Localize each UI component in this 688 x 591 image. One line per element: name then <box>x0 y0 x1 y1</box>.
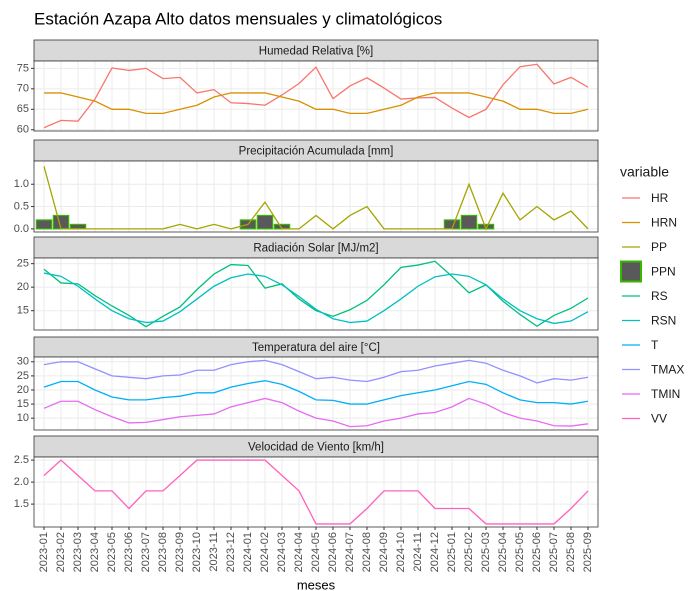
x-tick-label: 2024-05 <box>310 532 322 572</box>
x-tick-label: 2023-09 <box>174 532 186 572</box>
y-tick-label: 15 <box>17 305 29 317</box>
line <box>44 92 589 115</box>
x-tick-label: 2023-06 <box>123 532 135 572</box>
legend-label: RS <box>651 289 668 303</box>
line <box>43 272 589 325</box>
panel-border <box>33 257 599 331</box>
y-tick-label: 2.5 <box>14 454 29 466</box>
legend-label: PPN <box>651 265 676 279</box>
x-tick-label: 2025-01 <box>446 532 458 572</box>
legend-label: RSN <box>651 314 676 328</box>
strip-label: Humedad Relativa [%] <box>259 46 373 58</box>
x-tick-label: 2025-06 <box>531 532 543 572</box>
x-tick-label: 2025-09 <box>582 532 594 572</box>
strip-label: Radiación Solar [MJ/m2] <box>253 243 378 255</box>
legend-title: variable <box>620 164 669 180</box>
legend-label: HR <box>651 191 669 205</box>
x-tick-label: 2023-11 <box>208 532 220 572</box>
x-tick-label: 2024-03 <box>276 532 288 572</box>
x-tick-label: 2023-02 <box>55 532 67 572</box>
x-tick-label: 2025-03 <box>480 532 492 572</box>
y-tick-label: 30 <box>17 356 29 368</box>
x-tick-label: 2023-04 <box>89 532 101 572</box>
y-tick-label: 1.5 <box>14 498 29 510</box>
line <box>43 380 589 405</box>
y-tick-label: 60 <box>17 124 29 136</box>
bar <box>69 223 87 230</box>
x-tick-label: 2024-07 <box>344 532 356 572</box>
x-tick-label: 2024-08 <box>361 532 373 572</box>
x-tick-label: 2024-04 <box>293 532 305 572</box>
x-tick-label: 2025-08 <box>565 532 577 572</box>
legend-label: T <box>651 338 659 352</box>
line <box>43 359 589 384</box>
panel-border <box>33 160 599 233</box>
x-tick-label: 2025-04 <box>497 532 509 572</box>
x-tick-label: 2024-09 <box>378 532 390 572</box>
strip-label: Precipitación Acumulada [mm] <box>239 146 394 158</box>
bar <box>460 214 478 230</box>
y-tick-label: 25 <box>17 370 29 382</box>
y-tick-label: 0.0 <box>14 223 29 235</box>
y-tick-label: 2.0 <box>14 476 29 488</box>
x-tick-label: 2025-02 <box>463 532 475 572</box>
x-tick-label: 2023-12 <box>225 532 237 572</box>
line <box>43 459 589 525</box>
y-tick-label: 0.5 <box>14 200 29 212</box>
y-tick-label: 25 <box>17 258 29 270</box>
line <box>43 166 589 231</box>
y-tick-label: 1.0 <box>14 178 29 190</box>
legend-label: VV <box>651 412 667 426</box>
x-tick-label: 2024-10 <box>395 532 407 572</box>
x-tick-label: 2024-11 <box>412 532 424 572</box>
chart-title: Estación Azapa Alto datos mensuales y cl… <box>34 9 442 28</box>
x-tick-label: 2024-06 <box>327 532 339 572</box>
strip-label: Temperatura del aire [°C] <box>252 342 380 354</box>
x-tick-label: 2023-05 <box>106 532 118 572</box>
line <box>43 63 589 129</box>
x-tick-label: 2024-01 <box>242 532 254 572</box>
y-tick-label: 65 <box>17 103 29 115</box>
line <box>43 260 589 328</box>
legend-swatch <box>620 260 642 283</box>
y-tick-label: 10 <box>17 412 29 424</box>
x-tick-label: 2023-07 <box>140 532 152 572</box>
y-tick-label: 75 <box>17 62 29 74</box>
bar <box>256 214 274 230</box>
x-tick-label: 2023-01 <box>38 532 50 572</box>
bar <box>35 219 53 230</box>
x-tick-label: 2024-12 <box>429 532 441 572</box>
y-tick-label: 20 <box>17 384 29 396</box>
strip-label: Velocidad de Viento [km/h] <box>248 442 384 454</box>
y-tick-label: 15 <box>17 398 29 410</box>
panel-border <box>33 356 599 431</box>
x-tick-label: 2023-08 <box>157 532 169 572</box>
legend-label: HRN <box>651 216 677 230</box>
legend-label: PP <box>651 240 667 254</box>
x-tick-label: 2025-05 <box>514 532 526 572</box>
x-tick-label: 2023-03 <box>72 532 84 572</box>
x-axis-label: meses <box>297 577 336 591</box>
line <box>43 397 589 428</box>
legend-label: TMAX <box>651 363 684 377</box>
legend-label: TMIN <box>651 387 680 401</box>
y-tick-label: 70 <box>17 83 29 95</box>
x-tick-label: 2024-02 <box>259 532 271 572</box>
y-tick-label: 20 <box>17 281 29 293</box>
x-tick-label: 2025-07 <box>548 532 560 572</box>
x-tick-label: 2023-10 <box>191 532 203 572</box>
panel-border <box>33 60 599 132</box>
